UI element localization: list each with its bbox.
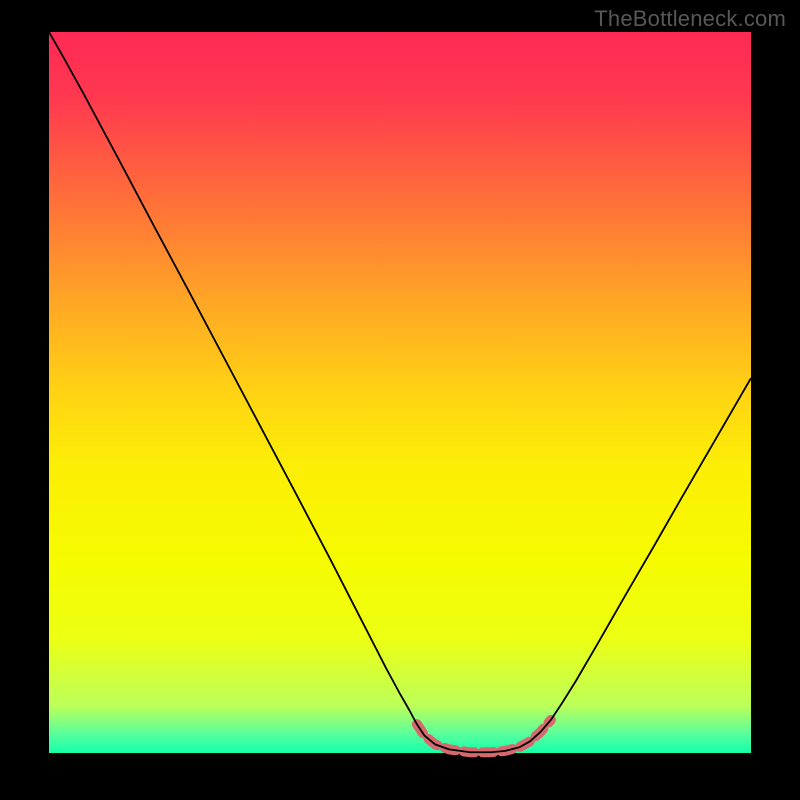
chart-container: TheBottleneck.com (0, 0, 800, 800)
plot-gradient-background (49, 32, 751, 753)
bottleneck-curve-plot (0, 0, 800, 800)
source-attribution: TheBottleneck.com (594, 6, 786, 32)
